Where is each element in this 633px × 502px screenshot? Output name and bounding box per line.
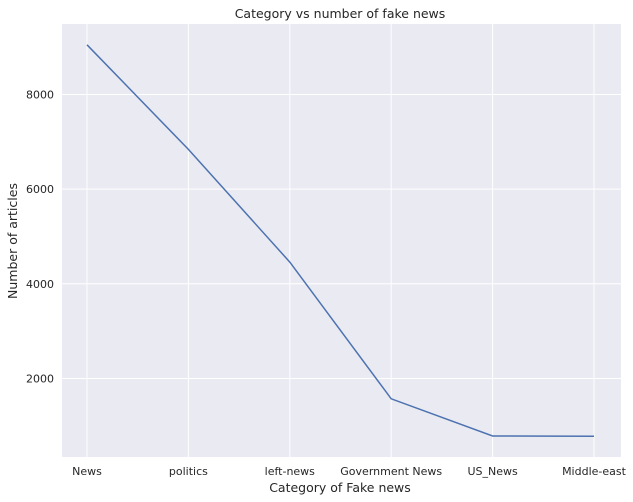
- x-tick-label: politics: [169, 465, 208, 478]
- x-tick-label: Middle-east: [562, 465, 627, 478]
- y-tick-labels: 2000 4000 6000 8000: [26, 89, 54, 386]
- y-axis-label: Number of articles: [5, 183, 20, 299]
- x-tick-label: US_News: [467, 465, 518, 478]
- plot-background: [62, 24, 621, 457]
- y-tick-label: 4000: [26, 278, 54, 291]
- x-tick-label: News: [72, 465, 102, 478]
- y-tick-label: 2000: [26, 372, 54, 385]
- series-line: [86, 44, 595, 438]
- x-tick-labels: News politics left-news Government News US_N…: [72, 465, 626, 478]
- y-tick-label: 8000: [26, 89, 54, 102]
- grid-lines: [62, 24, 621, 457]
- x-tick-label: left-news: [265, 465, 316, 478]
- y-tick-label: 6000: [26, 183, 54, 196]
- x-axis-label: Category of Fake news: [269, 480, 411, 495]
- x-tick-label: Government News: [340, 465, 442, 478]
- chart-title: Category vs number of fake news: [235, 6, 446, 21]
